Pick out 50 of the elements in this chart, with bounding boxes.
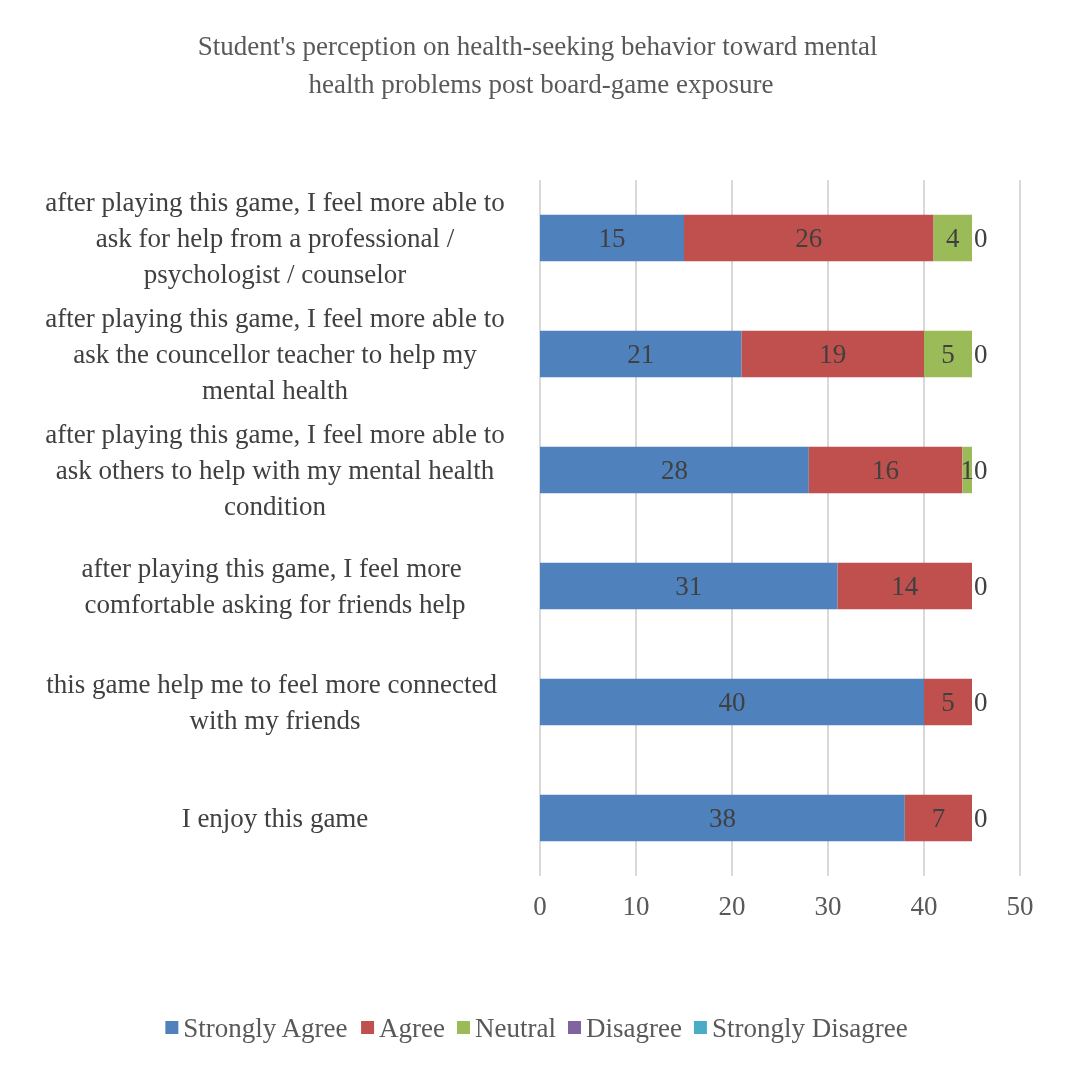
data-label: 40 <box>718 687 746 717</box>
data-label: 19 <box>819 339 847 369</box>
data-label: 0 <box>974 571 988 601</box>
bar <box>540 794 905 842</box>
data-label: 7 <box>931 803 946 833</box>
data-label: 4 <box>946 223 961 253</box>
x-tick-label: 50 <box>1006 890 1034 921</box>
data-label: 0 <box>974 339 988 369</box>
legend-label: Strongly Agree <box>183 1012 348 1043</box>
legend-label: Strongly Disagree <box>711 1012 908 1043</box>
y-tick-label: after playing this game, I feel more comfortable asking for friends help <box>81 553 469 619</box>
data-label: 0 <box>974 455 988 485</box>
data-label: 0 <box>974 803 988 833</box>
bar <box>924 330 972 378</box>
x-tick-label: 40 <box>910 890 938 921</box>
bar <box>540 446 809 494</box>
data-label: 0 <box>974 223 988 253</box>
data-label: 15 <box>598 223 626 253</box>
legend-label: Neutral <box>475 1012 556 1043</box>
data-label: 0 <box>974 687 988 717</box>
x-tick-label: 10 <box>622 890 650 921</box>
data-label: 28 <box>660 455 688 485</box>
bar <box>540 214 684 262</box>
x-tick-label: 0 <box>533 890 547 921</box>
data-label: 38 <box>708 803 736 833</box>
bar <box>837 562 972 610</box>
x-tick-label: 30 <box>814 890 842 921</box>
legend-label: Disagree <box>585 1012 682 1043</box>
bar <box>808 446 963 494</box>
data-label: 5 <box>941 339 955 369</box>
y-tick-label: this game help me to feel more connected with my friends <box>46 669 504 735</box>
bar <box>540 330 742 378</box>
x-tick-label: 20 <box>718 890 746 921</box>
y-tick-label: after playing this game, I feel more able to ask others to help with my mental health condition <box>45 419 505 521</box>
bar <box>540 562 838 610</box>
data-label: 21 <box>627 339 655 369</box>
data-label: 14 <box>891 571 919 601</box>
chart-title: Student's perception on health-seeking behavior toward mental health problems post board-game exposure <box>197 31 885 99</box>
bar <box>684 214 934 262</box>
bar <box>933 214 972 262</box>
legend-label: Agree <box>379 1012 446 1043</box>
data-label: 5 <box>941 687 955 717</box>
bar <box>924 678 972 726</box>
data-label: 31 <box>675 571 703 601</box>
bar <box>741 330 924 378</box>
bar <box>540 678 924 726</box>
data-label: 16 <box>872 455 900 485</box>
y-tick-label: I enjoy this game <box>181 803 369 833</box>
bar <box>904 794 972 842</box>
data-label: 26 <box>795 223 823 253</box>
